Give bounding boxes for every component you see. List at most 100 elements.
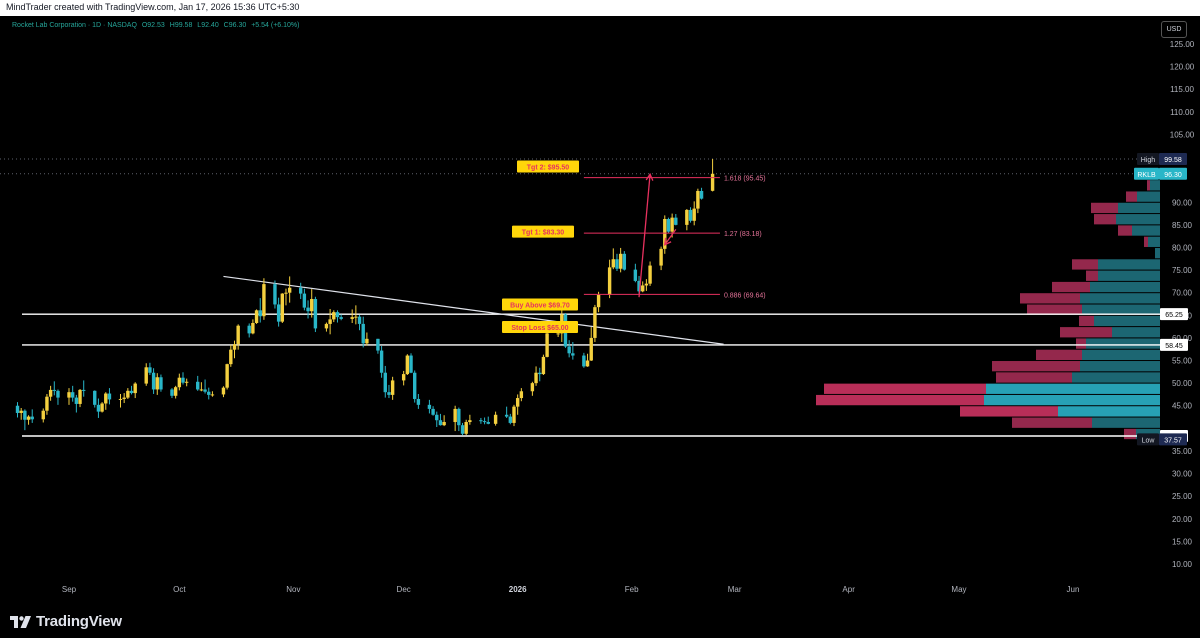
candle-body	[122, 397, 126, 399]
candle-body	[659, 248, 663, 266]
target-arrow-head	[645, 172, 654, 181]
candle-body	[596, 294, 601, 308]
candle-body	[482, 421, 487, 423]
stop-loss-label-bg	[502, 321, 578, 334]
candle-body	[133, 383, 137, 394]
volume-profile-down-bar	[1020, 293, 1080, 304]
candle-body	[284, 292, 288, 294]
y-tick-label: 60.00	[1172, 334, 1193, 343]
volume-profile-up-bar	[1094, 315, 1160, 327]
candle-body	[479, 420, 483, 422]
candle-body	[383, 372, 387, 393]
volume-profile-up-bar	[1080, 361, 1160, 372]
candle-body	[324, 323, 329, 329]
candle-body	[508, 416, 513, 423]
x-tick-label: Feb	[625, 585, 639, 594]
candle-body	[210, 394, 215, 396]
candle-body	[170, 389, 174, 396]
candle-body	[48, 389, 53, 397]
candle-body	[302, 293, 307, 308]
rklb-tag-label-bg	[1134, 167, 1159, 180]
symbol-name[interactable]: Rocket Lab Corporation · 1D · NASDAQ	[12, 22, 137, 29]
candle-body	[144, 367, 148, 384]
candle-body	[177, 377, 182, 388]
candle-body	[412, 372, 417, 399]
x-tick-label: 2026	[509, 585, 527, 594]
candle-body	[148, 367, 152, 373]
volume-profile-down-bar	[816, 394, 984, 406]
volume-profile-down-bar	[1118, 225, 1132, 236]
candle-body	[387, 392, 391, 395]
buy-above-label: Buy Above $69.70	[510, 302, 570, 309]
candle-body	[379, 350, 384, 373]
y-tick-label: 15.00	[1172, 537, 1193, 546]
tradingview-icon	[10, 615, 31, 628]
volume-profile-down-bar	[1072, 259, 1098, 270]
candle-body	[45, 396, 49, 411]
candle-body	[196, 381, 200, 390]
candle-body	[23, 410, 27, 420]
low-tag-value-bg	[1159, 433, 1187, 446]
candle-body	[571, 353, 575, 356]
horizontal-level-tag-bg	[1160, 338, 1188, 351]
candle-body	[225, 364, 229, 388]
candle-body	[258, 310, 262, 317]
volume-profile-up-bar	[1058, 406, 1160, 417]
high-tag-value-bg	[1159, 152, 1187, 165]
candle-body	[155, 377, 159, 390]
candle-body	[126, 390, 130, 398]
candle-body	[593, 307, 597, 338]
candle-body	[666, 218, 671, 232]
fib-level-label: 1.618 (95.45)	[724, 176, 766, 183]
volume-profile-up-bar	[984, 394, 1160, 406]
currency-button[interactable]: USD	[1161, 21, 1187, 38]
candle-body	[19, 410, 23, 413]
candle-body	[427, 404, 432, 409]
candle-body	[159, 377, 163, 390]
volume-profile-up-bar	[1148, 236, 1160, 247]
volume-profile-down-bar	[1052, 281, 1090, 293]
volume-profile-down-bar	[1079, 315, 1094, 327]
x-tick-label: Nov	[286, 585, 300, 594]
candle-body	[633, 269, 638, 281]
candle-body	[328, 319, 332, 324]
candle-body	[280, 293, 285, 322]
target-2-label: Tgt 2: $95.50	[527, 165, 570, 172]
high-tag-value: 99.58	[1164, 157, 1182, 164]
volume-profile-down-bar	[1012, 417, 1092, 428]
volume-profile-up-bar	[1116, 214, 1160, 225]
candle-body	[30, 416, 34, 420]
candle-body	[468, 420, 472, 423]
price-chart[interactable]: 10.00 15.00 20.00 25.00 30.00 35.00 45.00 50.00…	[0, 0, 1200, 604]
candle-body	[52, 389, 56, 391]
symbol-legend[interactable]: Rocket Lab Corporation · 1D · NASDAQ O92…	[12, 22, 302, 29]
candle-body	[710, 173, 715, 191]
volume-profile-down-bar	[1144, 236, 1148, 247]
volume-profile-up-bar	[1118, 202, 1160, 214]
y-tick-label: 85.00	[1172, 221, 1193, 230]
candle-body	[199, 389, 204, 391]
candle-body	[486, 422, 490, 424]
candle-body	[273, 284, 277, 305]
low-tag-value: 37.57	[1164, 437, 1182, 444]
candle-body	[232, 344, 237, 350]
target-arrow	[664, 229, 677, 246]
tradingview-logo[interactable]: TradingView	[10, 613, 122, 630]
candle-body	[298, 287, 303, 294]
y-tick-label: 35.00	[1172, 447, 1193, 456]
trendline	[223, 275, 724, 345]
candle-body	[607, 267, 612, 295]
ohlc-low: L92.40	[197, 22, 219, 29]
volume-profile-down-bar	[992, 361, 1080, 372]
volume-profile-down-bar	[960, 406, 1058, 417]
horizontal-level-tag: 65.25	[1165, 312, 1183, 319]
candle-body	[151, 372, 156, 390]
candle-body	[641, 285, 645, 292]
rklb-tag-value-bg	[1159, 167, 1187, 180]
volume-profile-up-bar	[986, 383, 1160, 394]
rklb-tag-value: 96.30	[1164, 172, 1182, 179]
volume-profile-up-bar	[1150, 180, 1160, 191]
volume-profile-up-bar	[1086, 338, 1160, 349]
fib-level-label: 0.886 (69.64)	[724, 292, 766, 299]
candle-body	[696, 190, 700, 209]
